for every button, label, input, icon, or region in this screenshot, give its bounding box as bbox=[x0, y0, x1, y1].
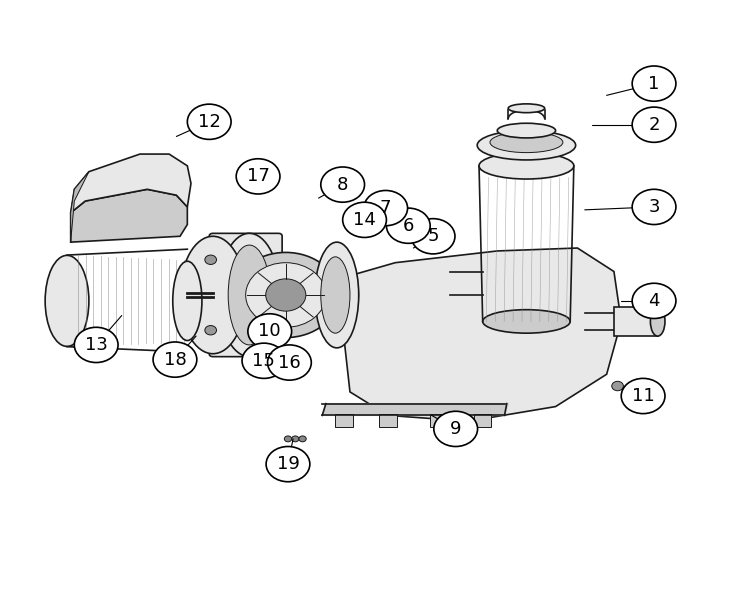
Ellipse shape bbox=[266, 279, 306, 311]
Ellipse shape bbox=[482, 310, 570, 333]
Ellipse shape bbox=[477, 130, 575, 160]
FancyBboxPatch shape bbox=[335, 414, 353, 427]
Circle shape bbox=[621, 378, 665, 414]
Circle shape bbox=[291, 436, 299, 442]
Circle shape bbox=[187, 104, 231, 139]
Ellipse shape bbox=[490, 132, 563, 153]
Circle shape bbox=[632, 107, 676, 142]
Text: 16: 16 bbox=[278, 353, 301, 372]
Ellipse shape bbox=[479, 153, 574, 179]
Text: 11: 11 bbox=[632, 387, 654, 405]
Circle shape bbox=[321, 167, 365, 202]
Text: 8: 8 bbox=[337, 176, 348, 194]
PathPatch shape bbox=[71, 154, 191, 213]
FancyBboxPatch shape bbox=[474, 414, 491, 427]
Text: 13: 13 bbox=[85, 336, 108, 354]
Circle shape bbox=[268, 345, 311, 380]
FancyBboxPatch shape bbox=[430, 414, 448, 427]
FancyBboxPatch shape bbox=[209, 233, 282, 357]
Text: 12: 12 bbox=[198, 113, 220, 131]
Text: 3: 3 bbox=[649, 198, 660, 216]
Circle shape bbox=[236, 159, 280, 194]
Text: 19: 19 bbox=[277, 455, 299, 473]
PathPatch shape bbox=[71, 189, 187, 242]
Text: 7: 7 bbox=[380, 199, 392, 217]
Circle shape bbox=[411, 219, 455, 254]
Circle shape bbox=[266, 447, 310, 482]
Circle shape bbox=[343, 202, 386, 237]
Circle shape bbox=[205, 255, 217, 264]
Text: 14: 14 bbox=[353, 211, 376, 229]
Text: 18: 18 bbox=[163, 350, 187, 369]
PathPatch shape bbox=[340, 248, 621, 421]
Ellipse shape bbox=[173, 261, 202, 340]
Circle shape bbox=[386, 208, 430, 243]
Text: 10: 10 bbox=[258, 322, 281, 340]
Ellipse shape bbox=[246, 263, 326, 327]
Circle shape bbox=[153, 342, 197, 377]
Text: 4: 4 bbox=[649, 292, 660, 310]
Circle shape bbox=[248, 314, 291, 349]
Circle shape bbox=[242, 343, 285, 378]
Ellipse shape bbox=[45, 255, 89, 346]
Ellipse shape bbox=[651, 307, 665, 336]
Ellipse shape bbox=[497, 123, 556, 138]
Polygon shape bbox=[322, 404, 508, 415]
Circle shape bbox=[434, 411, 477, 447]
Ellipse shape bbox=[218, 233, 280, 357]
Circle shape bbox=[632, 66, 676, 101]
Ellipse shape bbox=[508, 104, 545, 113]
Circle shape bbox=[299, 436, 306, 442]
Text: 9: 9 bbox=[450, 420, 461, 438]
Ellipse shape bbox=[233, 253, 339, 337]
Circle shape bbox=[75, 327, 118, 362]
Circle shape bbox=[284, 436, 291, 442]
Circle shape bbox=[205, 326, 217, 335]
Circle shape bbox=[612, 381, 624, 391]
PathPatch shape bbox=[71, 172, 89, 242]
Text: 2: 2 bbox=[649, 116, 660, 134]
Ellipse shape bbox=[321, 257, 350, 333]
Ellipse shape bbox=[228, 245, 270, 345]
Circle shape bbox=[364, 191, 408, 226]
Ellipse shape bbox=[180, 236, 246, 354]
Text: 17: 17 bbox=[247, 168, 269, 185]
FancyBboxPatch shape bbox=[614, 307, 657, 336]
Text: 6: 6 bbox=[403, 217, 414, 235]
Text: 15: 15 bbox=[253, 352, 275, 370]
FancyBboxPatch shape bbox=[379, 414, 397, 427]
Ellipse shape bbox=[315, 242, 359, 348]
Text: 5: 5 bbox=[427, 227, 439, 245]
Circle shape bbox=[632, 189, 676, 225]
Circle shape bbox=[632, 283, 676, 319]
Ellipse shape bbox=[326, 267, 359, 323]
Text: 1: 1 bbox=[649, 74, 660, 93]
